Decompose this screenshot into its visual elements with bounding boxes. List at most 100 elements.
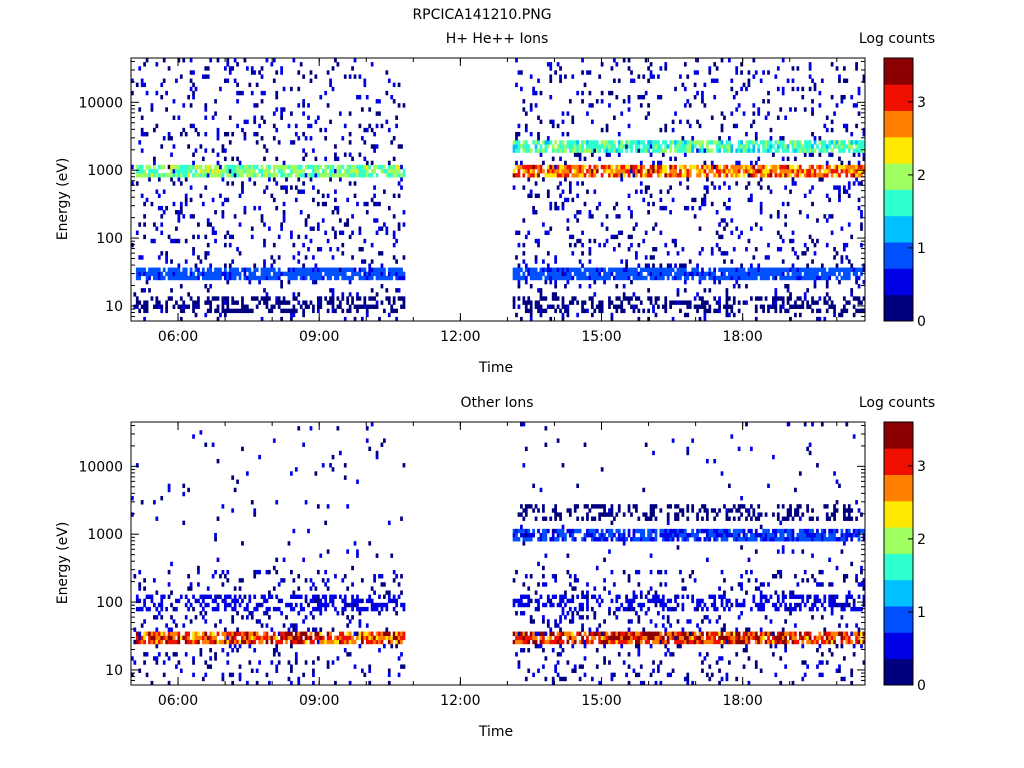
heatmap-cell — [786, 267, 790, 272]
heatmap-cell — [561, 168, 565, 174]
heatmap-cell — [294, 594, 298, 599]
heatmap-cell — [177, 631, 181, 636]
heatmap-cell — [571, 300, 575, 305]
heatmap-cell — [520, 164, 523, 170]
heatmap-cell — [818, 308, 822, 314]
heatmap-cell — [784, 267, 788, 272]
heatmap-cell — [319, 304, 323, 309]
heatmap-cell — [199, 144, 203, 149]
heatmap-cell — [659, 144, 663, 149]
heatmap-cell — [588, 144, 592, 149]
heatmap-cell — [825, 275, 829, 281]
heatmap-cell — [135, 635, 139, 641]
heatmap-cell — [387, 164, 391, 170]
heatmap-cell — [145, 606, 149, 612]
heatmap-cell — [781, 296, 785, 301]
heatmap-cell — [554, 504, 558, 509]
heatmap-cell — [157, 193, 161, 199]
heatmap-cell — [157, 652, 161, 657]
heatmap-cell — [172, 304, 176, 309]
heatmap-cell — [796, 271, 800, 277]
heatmap-cell — [143, 300, 146, 305]
heatmap-cell — [857, 300, 861, 305]
heatmap-cell — [280, 226, 283, 231]
heatmap-cell — [625, 271, 628, 277]
heatmap-cell — [593, 164, 597, 170]
heatmap-cell — [776, 173, 780, 178]
heatmap-cell — [214, 230, 217, 235]
heatmap-cell — [632, 78, 636, 83]
heatmap-cell — [309, 631, 313, 636]
heatmap-cell — [808, 144, 812, 149]
heatmap-cell — [277, 168, 281, 174]
heatmap-cell — [772, 267, 775, 272]
heatmap-cell — [529, 504, 533, 509]
colorbar-swatch — [884, 299, 913, 302]
heatmap-cell — [811, 185, 814, 190]
heatmap-cell — [302, 148, 306, 153]
heatmap-cell — [776, 164, 780, 170]
heatmap-cell — [737, 284, 741, 289]
heatmap-cell — [581, 594, 584, 599]
heatmap-cell — [811, 168, 814, 174]
heatmap-cell — [360, 259, 364, 264]
heatmap-cell — [243, 131, 247, 137]
heatmap-cell — [312, 594, 315, 599]
heatmap-cell — [143, 316, 146, 322]
heatmap-cell — [561, 267, 565, 272]
heatmap-cell — [527, 164, 531, 170]
heatmap-cell — [564, 532, 567, 538]
heatmap-cell — [551, 173, 555, 178]
heatmap-cell — [820, 144, 824, 149]
heatmap-cell — [615, 296, 619, 301]
heatmap-cell — [529, 148, 533, 153]
heatmap-cell — [338, 230, 342, 235]
heatmap-cell — [338, 271, 342, 277]
heatmap-cell — [390, 173, 394, 178]
heatmap-cell — [546, 168, 550, 174]
heatmap-cell — [150, 639, 154, 645]
heatmap-cell — [534, 639, 538, 645]
heatmap-cell — [708, 308, 712, 314]
colorbar-swatch — [884, 68, 913, 72]
heatmap-cell — [620, 164, 624, 170]
heatmap-cell — [368, 275, 372, 281]
heatmap-cell — [167, 635, 171, 641]
heatmap-cell — [676, 271, 680, 277]
heatmap-cell — [233, 635, 237, 641]
heatmap-cell — [520, 611, 523, 616]
heatmap-cell — [170, 561, 173, 567]
heatmap-cell — [595, 528, 599, 534]
heatmap-cell — [750, 226, 753, 231]
heatmap-cell — [798, 164, 802, 170]
heatmap-cell — [373, 602, 376, 608]
heatmap-cell — [838, 164, 841, 170]
heatmap-cell — [356, 173, 359, 178]
heatmap-cell — [197, 631, 200, 636]
heatmap-cell — [153, 160, 156, 166]
heatmap-cell — [385, 288, 389, 293]
heatmap-cell — [686, 177, 690, 182]
heatmap-cell — [742, 271, 746, 277]
heatmap-cell — [275, 300, 279, 305]
heatmap-cell — [517, 123, 521, 129]
heatmap-cell — [774, 173, 778, 178]
heatmap-cell — [561, 639, 565, 645]
heatmap-cell — [713, 62, 717, 67]
heatmap-cell — [515, 598, 518, 604]
heatmap-cell — [228, 275, 232, 281]
heatmap-cell — [681, 144, 685, 149]
colorbar-swatch — [884, 204, 913, 208]
heatmap-cell — [617, 144, 621, 149]
heatmap-cell — [160, 251, 164, 256]
heatmap-cell — [270, 627, 274, 632]
heatmap-cell — [515, 652, 518, 657]
heatmap-cell — [358, 635, 362, 641]
heatmap-cell — [312, 275, 315, 281]
heatmap-cell — [605, 164, 609, 170]
heatmap-cell — [368, 668, 372, 673]
heatmap-cell — [187, 144, 191, 149]
heatmap-cell — [595, 598, 599, 604]
heatmap-cell — [703, 148, 707, 153]
